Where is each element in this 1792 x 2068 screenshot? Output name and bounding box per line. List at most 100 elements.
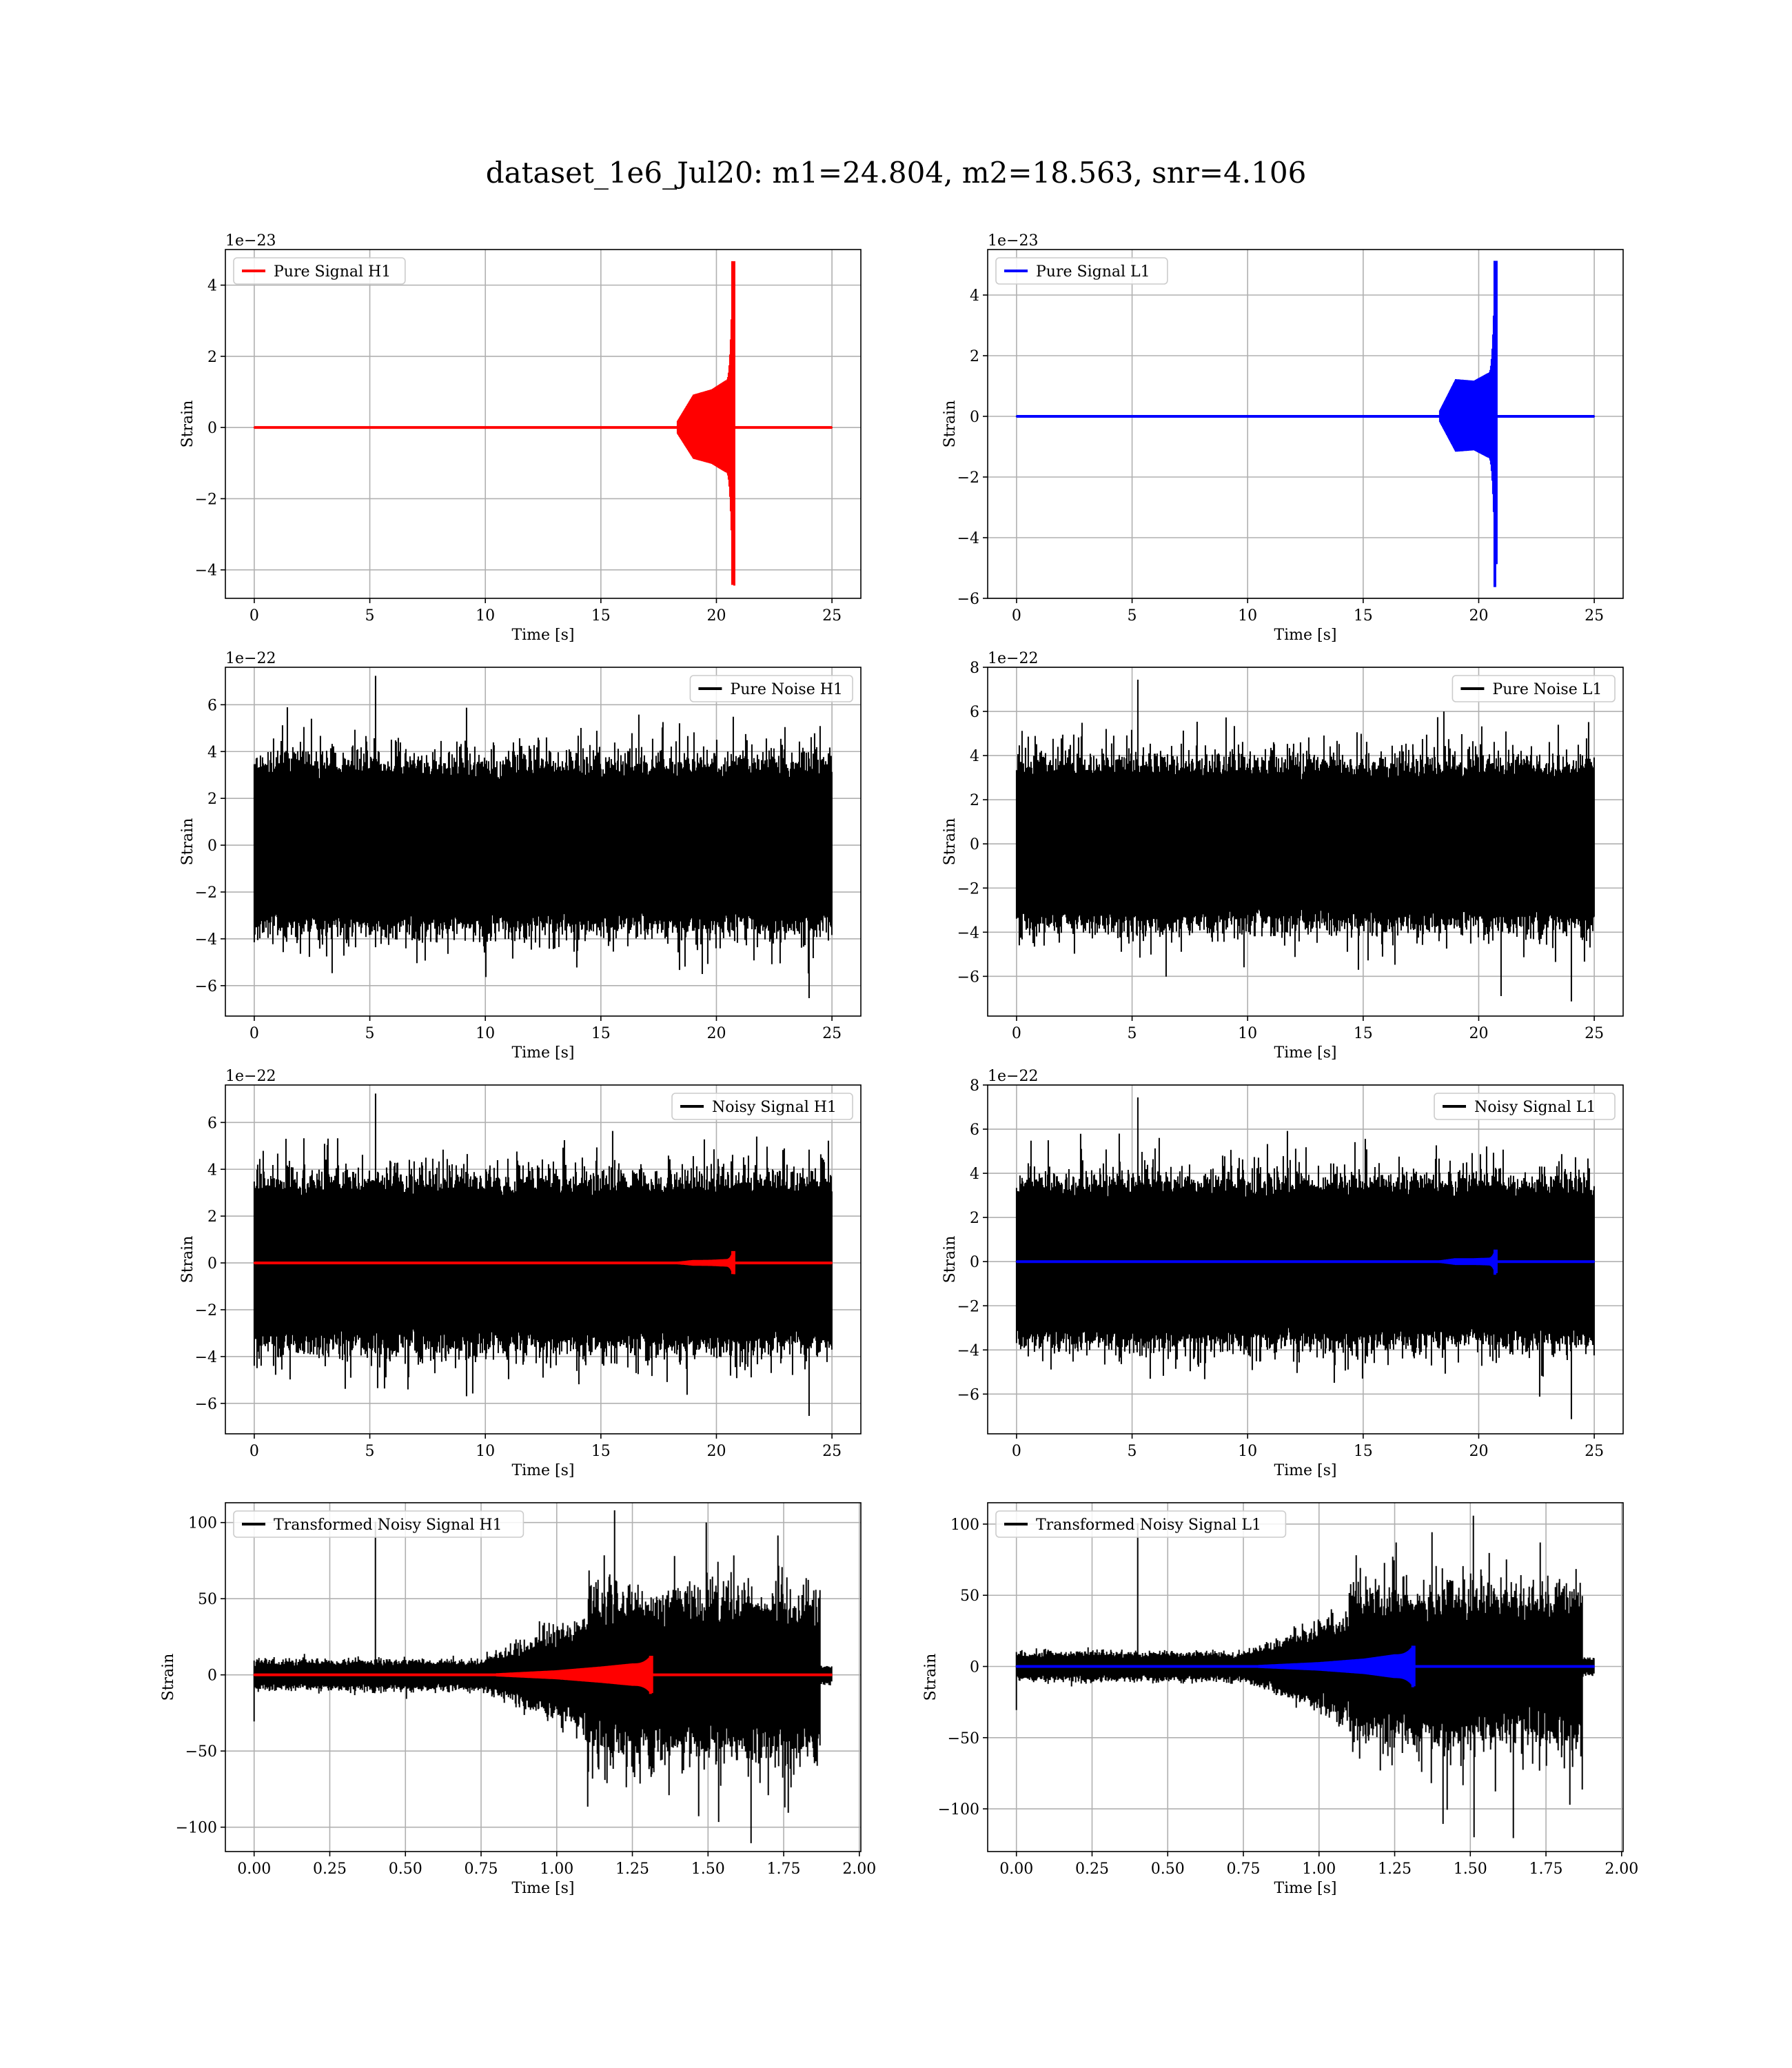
x-tick-label: 25 — [822, 1025, 842, 1042]
y-axis: −6 −4 −2 0 2 4 6 Strain — [179, 1115, 225, 1413]
legend: Pure Signal L1 — [995, 257, 1168, 285]
x-tick-label: 25 — [1585, 1443, 1604, 1460]
series-transformed-noisy-signal-l1 — [1015, 1515, 1595, 1838]
y-tick-label: 0 — [207, 420, 217, 437]
x-tick-label: 0.75 — [1227, 1861, 1261, 1878]
legend-label: Transformed Noisy Signal L1 — [1036, 1517, 1261, 1534]
x-axis: 0 5 10 15 20 25 Time [s] — [1012, 1434, 1604, 1479]
y-tick-label: 6 — [207, 697, 217, 714]
x-axis: 0 5 10 15 20 25 Time [s] — [250, 1016, 842, 1062]
y-tick-label: 6 — [970, 704, 979, 721]
y-tick-label: −6 — [957, 1386, 979, 1403]
y-tick-label: −100 — [938, 1801, 979, 1818]
plot-area — [253, 676, 833, 998]
x-tick-label: 5 — [1128, 1443, 1137, 1460]
y-tick-label: −4 — [195, 1349, 217, 1366]
y-tick-label: 2 — [970, 792, 979, 809]
x-tick-label: 0 — [1012, 1025, 1021, 1042]
legend-label: Pure Signal L1 — [1036, 263, 1150, 281]
plot-area — [1015, 261, 1595, 587]
y-tick-label: 8 — [970, 1077, 979, 1095]
y-tick-label: 0 — [207, 1667, 217, 1685]
y-tick-label: −50 — [948, 1730, 979, 1747]
x-tick-label: 1.50 — [1454, 1861, 1487, 1878]
grid — [225, 250, 861, 598]
x-axis-label: Time [s] — [511, 1880, 574, 1897]
legend-label: Pure Noise L1 — [1492, 681, 1602, 698]
y-axis-label: Strain — [160, 1654, 177, 1701]
figure-title: dataset_1e6_Jul20: m1=24.804, m2=18.563,… — [485, 156, 1307, 190]
series-noisy-signal-l1 — [1015, 1097, 1595, 1419]
x-tick-label: 25 — [822, 607, 842, 625]
plot-area — [253, 1093, 833, 1416]
panel-noisy-signal-h1: 0 5 10 15 20 25 Time [s] −6 −4 −2 0 2 4 6 Strain 1e−22 N… — [179, 1068, 862, 1479]
plot-area — [1015, 680, 1595, 1002]
plot-area — [1015, 1515, 1595, 1838]
panel-transformed-noisy-signal-l1: 0.00 0.25 0.50 0.75 1.00 1.25 1.50 1.75 2.00 Time… — [922, 1502, 1638, 1897]
y-tick-label: 0 — [970, 409, 979, 426]
y-axis-label: Strain — [179, 401, 196, 448]
y-tick-label: −6 — [957, 969, 979, 986]
y-axis: −100 −50 0 50 100 Strain — [922, 1517, 988, 1818]
y-offset-text: 1e−22 — [988, 650, 1038, 667]
x-tick-label: 5 — [365, 607, 375, 625]
y-tick-label: 100 — [950, 1517, 979, 1534]
x-tick-label: 2.00 — [842, 1861, 876, 1878]
y-offset-text: 1e−23 — [225, 232, 276, 250]
y-tick-label: −4 — [195, 931, 217, 949]
y-tick-label: 4 — [207, 278, 217, 295]
axes-frame — [987, 667, 1624, 1017]
y-tick-label: 4 — [207, 1162, 217, 1179]
axes-frame — [225, 667, 862, 1017]
x-tick-label: 1.25 — [1378, 1861, 1412, 1878]
y-tick-label: 2 — [207, 791, 217, 808]
legend: Noisy Signal H1 — [671, 1093, 853, 1120]
x-tick-label: 25 — [1585, 607, 1604, 625]
panel-pure-noise-l1: 0 5 10 15 20 25 Time [s] −6 −4 −2 0 2 4 6 8 Strain 1e−22… — [941, 650, 1624, 1062]
y-axis: −6 −4 −2 0 2 4 6 Strain — [179, 697, 225, 995]
panel-transformed-noisy-signal-h1: 0.00 0.25 0.50 0.75 1.00 1.25 1.50 1.75 2.00 Time… — [160, 1502, 876, 1897]
x-tick-label: 15 — [1354, 1443, 1373, 1460]
y-axis-label: Strain — [179, 818, 196, 866]
x-axis-label: Time [s] — [511, 1044, 574, 1062]
x-tick-label: 20 — [1469, 1025, 1488, 1042]
x-tick-label: 15 — [591, 1025, 611, 1042]
x-tick-label: 10 — [1238, 1025, 1257, 1042]
y-axis: −100 −50 0 50 100 Strain — [160, 1515, 225, 1837]
x-tick-label: 0.25 — [313, 1861, 347, 1878]
y-tick-label: −4 — [957, 1342, 979, 1359]
axes-frame — [225, 1502, 862, 1852]
x-tick-label: 0.50 — [389, 1861, 422, 1878]
legend-label: Pure Noise H1 — [730, 681, 843, 698]
x-tick-label: 25 — [1585, 1025, 1604, 1042]
y-axis: −4 −2 0 2 4 Strain — [179, 278, 225, 580]
y-tick-label: −2 — [957, 469, 979, 487]
y-tick-label: 2 — [207, 1208, 217, 1226]
legend: Noisy Signal L1 — [1434, 1093, 1616, 1120]
y-tick-label: 8 — [970, 660, 979, 677]
x-tick-label: 0 — [250, 1443, 259, 1460]
x-tick-label: 15 — [1354, 1025, 1373, 1042]
x-axis-label: Time [s] — [1274, 1462, 1336, 1479]
panel-pure-signal-l1: 0 5 10 15 20 25 Time [s] −6 −4 −2 0 2 4 Strain 1e−23 Pu… — [941, 232, 1624, 644]
legend-box — [1434, 1093, 1616, 1120]
y-tick-label: −100 — [176, 1820, 217, 1837]
x-tick-label: 10 — [1238, 607, 1257, 625]
legend: Pure Noise H1 — [689, 675, 853, 702]
y-offset-text: 1e−22 — [225, 1068, 276, 1085]
x-tick-label: 5 — [365, 1025, 375, 1042]
y-tick-label: −4 — [957, 530, 979, 547]
y-axis: −6 −4 −2 0 2 4 6 8 Strain — [941, 1077, 988, 1403]
legend-label: Noisy Signal L1 — [1474, 1099, 1596, 1116]
y-tick-label: −6 — [195, 1396, 217, 1413]
y-tick-label: 50 — [960, 1588, 979, 1605]
x-tick-label: 15 — [1354, 607, 1373, 625]
y-tick-label: −2 — [195, 1302, 217, 1319]
x-tick-label: 25 — [822, 1443, 842, 1460]
x-tick-label: 0.75 — [465, 1861, 498, 1878]
x-tick-label: 2.00 — [1605, 1861, 1638, 1878]
legend-box — [233, 257, 406, 285]
y-tick-label: 4 — [970, 287, 979, 305]
y-tick-label: −2 — [957, 880, 979, 898]
y-tick-label: 2 — [970, 348, 979, 365]
